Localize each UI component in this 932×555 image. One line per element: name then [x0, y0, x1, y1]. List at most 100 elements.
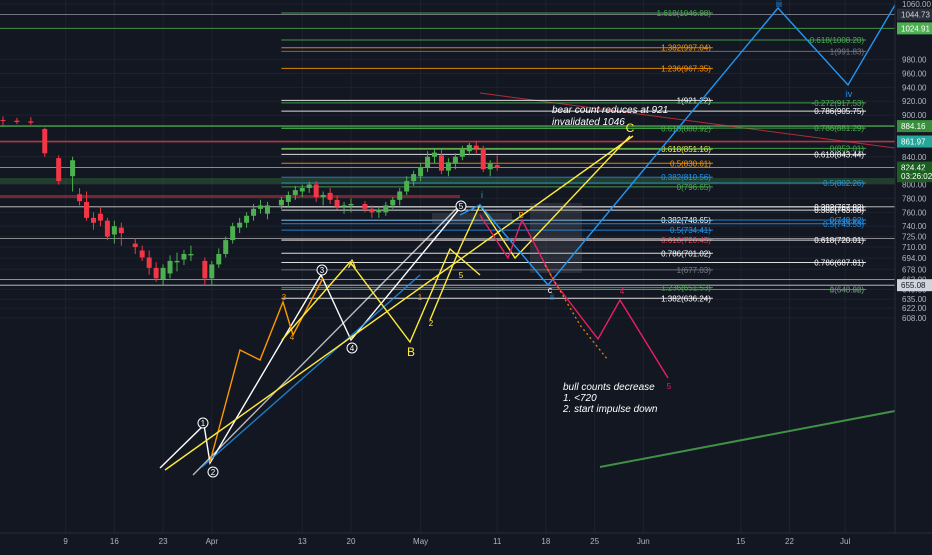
green-band — [0, 178, 895, 184]
candle-body — [188, 253, 194, 256]
candle-body — [146, 257, 152, 268]
candle-body — [77, 194, 83, 202]
price-tick-label: 1060.00 — [902, 0, 931, 9]
price-tick-label: 635.00 — [902, 295, 927, 304]
fib-level-label: 0.382(748.65) — [661, 216, 711, 225]
candle-body — [0, 119, 6, 121]
wave-label-i: i — [481, 190, 483, 200]
time-tick-label: 16 — [110, 537, 119, 546]
candle-body — [216, 253, 222, 265]
candle-body — [292, 190, 298, 195]
bull-note-line-2: 1. <720 — [563, 393, 597, 404]
price-axis-bg[interactable] — [895, 0, 932, 533]
price-tick-label: 725.00 — [902, 233, 927, 242]
fib-level-label: 0.786(905.75) — [814, 107, 864, 116]
time-tick-label: 20 — [347, 537, 356, 546]
bear-note-line-1: bear count reduces at 921 — [552, 105, 668, 116]
wave-label-small-3: 3 — [282, 293, 287, 302]
candle-body — [376, 209, 382, 213]
trend-line-green — [599, 410, 896, 468]
candlesticks — [0, 116, 500, 286]
candle-body — [181, 253, 187, 260]
time-tick-label: 23 — [159, 537, 168, 546]
candle-body — [445, 162, 451, 171]
fib-level-label: 0.5(802.26) — [823, 179, 864, 188]
candle-body — [153, 267, 159, 279]
price-tick-label: 780.00 — [902, 194, 927, 203]
candle-body — [56, 158, 62, 182]
wave-label-ii: ii — [550, 292, 554, 302]
candle-body — [438, 155, 444, 171]
candle-body — [230, 226, 236, 241]
price-badge — [897, 120, 932, 133]
candle-body — [223, 240, 229, 254]
price-axis-badges: 1044.73 1024.91 884.16 861.97 824.4203:26:02… — [897, 8, 932, 292]
fib-level-label: 0.5(734.41) — [670, 226, 711, 235]
price-tick-label: 800.00 — [902, 181, 927, 190]
time-axis-ticks: 9 16 23 Apr 13 20 May 11 18 25 Jun 15 22 Jul — [63, 537, 850, 546]
candle-body — [90, 217, 96, 223]
fib-level-label: 1.382(636.24) — [661, 294, 711, 303]
wave-label-iv: iv — [846, 89, 853, 99]
price-badge-label: 861.97 — [901, 138, 926, 147]
bull-note-line-3: 2. start impulse down — [562, 404, 658, 415]
red-band — [0, 195, 460, 198]
fib-level-label: 1.382(997.04) — [661, 44, 711, 53]
wave-circle-2-text: 2 — [211, 468, 216, 477]
time-tick-label: 9 — [63, 537, 68, 546]
time-tick-label: Apr — [206, 537, 219, 546]
candle-body — [84, 201, 90, 218]
wave-label-pink-4: 4 — [620, 287, 625, 296]
candle-body — [397, 191, 403, 200]
fib-level-label: 0.618(851.16) — [661, 145, 711, 154]
candle-body — [160, 267, 166, 280]
candle-body — [237, 222, 243, 228]
trend-line-red — [479, 92, 896, 149]
time-tick-label: 18 — [541, 537, 550, 546]
candle-body — [258, 205, 264, 209]
price-badge-label: 824.42 — [901, 164, 926, 173]
candle-body — [334, 199, 340, 207]
price-tick-label: 960.00 — [902, 69, 927, 78]
price-tick-label: 760.00 — [902, 208, 927, 217]
fib-level-label: 1(648.86) — [830, 285, 865, 294]
candle-body — [487, 163, 493, 170]
fib-level-label: -0.272(917.53) — [812, 99, 865, 108]
price-tick-label: 940.00 — [902, 83, 927, 92]
candle-body — [251, 208, 257, 216]
candle-body — [411, 174, 417, 182]
wave-white-main — [159, 207, 461, 469]
fib-level-label: 1(921.22) — [677, 96, 712, 105]
price-badge-label: 1044.73 — [901, 11, 930, 20]
candle-body — [97, 213, 103, 221]
fib-level-label: 0.382(810.56) — [661, 173, 711, 182]
candle-body — [320, 194, 326, 198]
wave-circle-3 — [316, 264, 328, 276]
wave-white-channel — [192, 204, 461, 476]
fib-level-label: 0(796.65) — [677, 183, 712, 192]
wave-circle-5 — [455, 200, 467, 212]
time-axis-bg[interactable] — [0, 533, 932, 550]
fib-level-label: 0(748.92) — [830, 216, 865, 225]
candle-body — [480, 148, 486, 170]
price-tick-label: 900.00 — [902, 111, 927, 120]
time-tick-label: 22 — [785, 537, 794, 546]
candle-body — [404, 181, 410, 192]
price-badge-label: 884.16 — [901, 122, 926, 131]
candle-body — [299, 188, 305, 192]
fib-level-label: -0.618(1008.20) — [807, 36, 864, 45]
candle-body — [264, 205, 270, 214]
time-tick-label: Jun — [637, 537, 650, 546]
fib-level-label: 1.618(1046.98) — [657, 9, 712, 18]
price-tick-label: 608.00 — [902, 314, 927, 323]
fib-level-label: 1.236(967.35) — [661, 64, 711, 73]
candle-body — [452, 156, 458, 164]
elliott-wave-drawings[interactable] — [159, 4, 896, 476]
wave-yellow-trend — [164, 135, 634, 471]
time-tick-label: 15 — [736, 537, 745, 546]
fib-level-label: 0.5(743.53) — [823, 220, 864, 229]
